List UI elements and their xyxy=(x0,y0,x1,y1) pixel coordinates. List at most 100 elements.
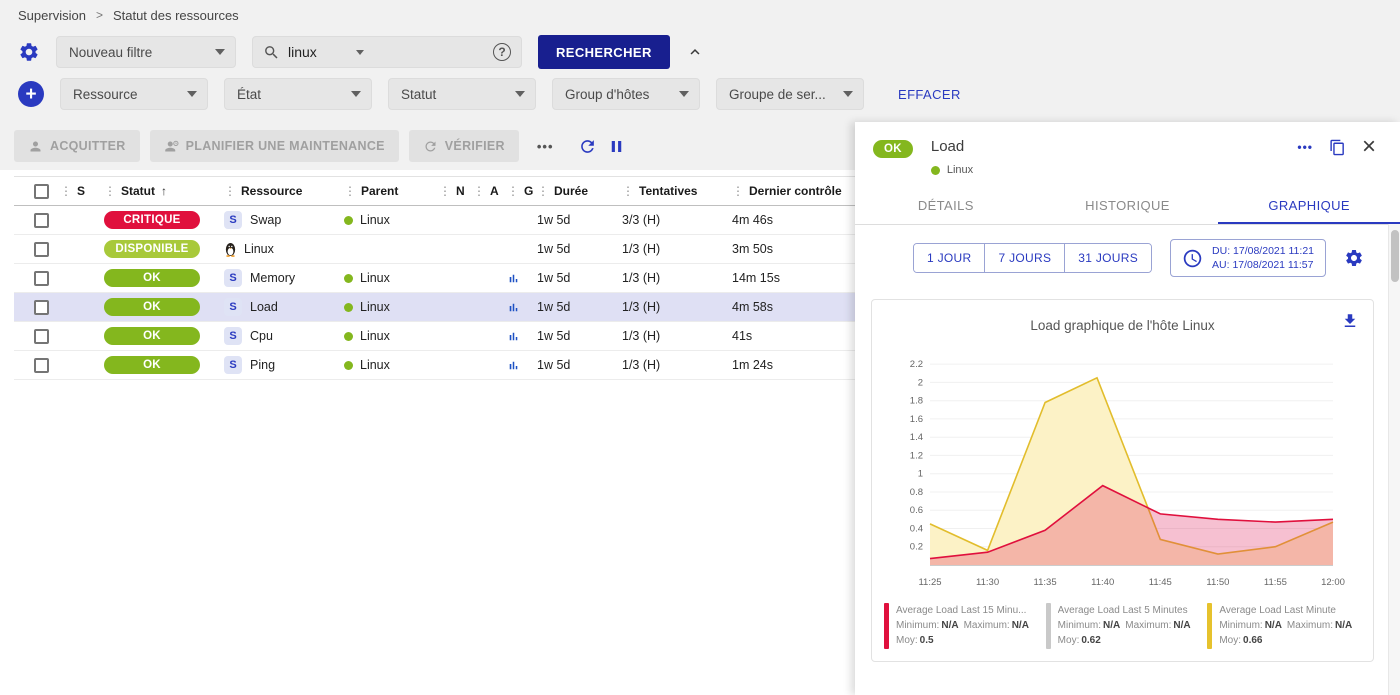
row-checkbox[interactable] xyxy=(34,299,49,315)
collapse-filters-chevron-up-icon[interactable] xyxy=(686,43,704,61)
criteria-select-resource[interactable]: Ressource xyxy=(60,78,208,110)
legend-item-load1[interactable]: Average Load Last Minute Minimum: N/A Maxi… xyxy=(1207,603,1361,650)
panel-more-actions-icon[interactable]: ••• xyxy=(1297,140,1313,154)
parent-status-dot xyxy=(344,215,353,225)
table-row-swap[interactable]: CRITIQUE S Swap Linux 1w 5d 3/3 (H) 4m 46… xyxy=(14,206,855,235)
maintenance-person-icon xyxy=(164,139,179,154)
host-status-dot xyxy=(930,165,940,175)
tab-history[interactable]: HISTORIQUE xyxy=(1085,198,1170,213)
column-header-last-check[interactable]: ⋮ Dernier contrôle xyxy=(732,184,842,198)
parent-name[interactable]: Linux xyxy=(360,358,390,372)
parent-name[interactable]: Linux xyxy=(360,329,390,343)
tries-cell: 1/3 (H) xyxy=(622,329,661,343)
column-header-severity[interactable]: ⋮ S xyxy=(60,184,86,198)
graph-icon[interactable] xyxy=(507,301,520,314)
table-row-load[interactable]: OK S Load Linux 1w 5d 1/3 (H) 4m 58s xyxy=(14,293,855,322)
column-header-ack[interactable]: ⋮ A xyxy=(473,184,499,198)
graph-icon[interactable] xyxy=(507,272,520,285)
check-button[interactable]: VÉRIFIER xyxy=(408,130,519,162)
svg-text:1.2: 1.2 xyxy=(910,451,923,462)
table-row-memory[interactable]: OK S Memory Linux 1w 5d 1/3 (H) 14m 15s xyxy=(14,264,855,293)
criteria-select-status[interactable]: Statut xyxy=(388,78,536,110)
column-header-parent[interactable]: ⋮ Parent xyxy=(344,184,399,198)
column-header-status[interactable]: ⋮ Statut ↑ xyxy=(104,184,167,198)
svg-text:2.2: 2.2 xyxy=(910,359,923,370)
criteria-select-state[interactable]: État xyxy=(224,78,372,110)
resource-name[interactable]: Memory xyxy=(250,271,296,285)
period-1day-button[interactable]: 1 JOUR xyxy=(914,244,986,273)
period-7days-button[interactable]: 7 JOURS xyxy=(985,244,1066,273)
resource-name[interactable]: Load xyxy=(250,300,278,314)
breadcrumb-item-supervision[interactable]: Supervision xyxy=(18,7,86,23)
close-panel-icon[interactable]: × xyxy=(1361,133,1376,160)
filter-settings-gear-icon[interactable] xyxy=(18,41,40,63)
column-header-tries[interactable]: ⋮ Tentatives xyxy=(622,184,698,198)
legend-color-bar xyxy=(884,603,889,650)
sort-asc-icon: ↑ xyxy=(161,184,167,198)
tab-details[interactable]: DÉTAILS xyxy=(917,198,974,213)
download-icon[interactable] xyxy=(1341,312,1359,330)
parent-status-dot xyxy=(344,360,353,370)
duration-cell: 1w 5d xyxy=(537,329,571,343)
scrollbar-thumb[interactable] xyxy=(1390,230,1399,282)
resource-name[interactable]: Cpu xyxy=(250,329,273,343)
table-row-cpu[interactable]: OK S Cpu Linux 1w 5d 1/3 (H) 41s xyxy=(14,322,855,351)
acknowledge-button[interactable]: ACQUITTER xyxy=(14,130,140,162)
table-row-linux-host[interactable]: DISPONIBLE Linux 1w 5d 1/3 (H) 3m 50s xyxy=(14,235,855,264)
date-range-picker[interactable]: DU: 17/08/2021 11:21 AU: 17/08/2021 11:5… xyxy=(1170,239,1326,278)
resource-name[interactable]: Swap xyxy=(250,213,282,227)
criteria-select-hostgroup[interactable]: Group d'hôtes xyxy=(552,78,700,110)
graph-settings-gear-icon[interactable] xyxy=(1344,248,1364,268)
parent-name[interactable]: Linux xyxy=(360,271,390,285)
table-row-ping[interactable]: OK S Ping Linux 1w 5d 1/3 (H) 1m 24s xyxy=(14,351,855,380)
row-checkbox[interactable] xyxy=(34,270,49,286)
last-check-cell: 14m 15s xyxy=(732,271,780,285)
drag-handle-icon: ⋮ xyxy=(439,184,451,198)
service-type-icon: S xyxy=(224,356,242,374)
panel-scrollbar[interactable] xyxy=(1388,224,1400,695)
panel-host-name[interactable]: Linux xyxy=(946,164,974,176)
search-input[interactable] xyxy=(288,44,348,60)
tab-graph[interactable]: GRAPHIQUE xyxy=(1218,186,1400,224)
svg-text:1.6: 1.6 xyxy=(910,414,923,425)
search-box[interactable]: ? xyxy=(252,36,522,68)
parent-name[interactable]: Linux xyxy=(360,300,390,314)
copy-link-icon[interactable] xyxy=(1329,139,1346,156)
resource-name[interactable]: Ping xyxy=(250,358,276,372)
more-actions-button[interactable]: ••• xyxy=(536,138,554,154)
row-checkbox[interactable] xyxy=(34,241,49,257)
row-checkbox[interactable] xyxy=(34,357,49,373)
refresh-icon[interactable] xyxy=(578,137,597,156)
parent-name[interactable]: Linux xyxy=(360,213,390,227)
legend-item-load5[interactable]: Average Load Last 5 Minutes Minimum: N/A M… xyxy=(1045,603,1200,650)
column-header-duration[interactable]: ⋮ Durée xyxy=(537,184,589,198)
schedule-maintenance-button[interactable]: PLANIFIER UNE MAINTENANCE xyxy=(149,130,399,162)
row-checkbox[interactable] xyxy=(34,212,49,228)
row-checkbox[interactable] xyxy=(34,328,49,344)
legend-name: Average Load Last Minute xyxy=(1219,605,1336,617)
parent-status-dot xyxy=(344,302,353,312)
column-header-notes[interactable]: ⋮ N xyxy=(439,184,465,198)
help-icon[interactable]: ? xyxy=(493,43,511,61)
search-button[interactable]: RECHERCHER xyxy=(538,35,670,69)
chevron-down-icon xyxy=(187,91,197,97)
graph-icon[interactable] xyxy=(507,359,520,372)
criteria-select-servicegroup[interactable]: Groupe de ser... xyxy=(716,78,864,110)
service-type-icon: S xyxy=(224,269,242,287)
saved-filter-select[interactable]: Nouveau filtre xyxy=(56,36,236,68)
pause-autorefresh-icon[interactable] xyxy=(607,137,626,156)
svg-text:1: 1 xyxy=(918,469,923,480)
select-all-checkbox[interactable] xyxy=(34,183,49,199)
clear-filters-link[interactable]: EFFACER xyxy=(898,86,961,102)
resource-name[interactable]: Linux xyxy=(244,242,274,256)
panel-title: Load xyxy=(930,138,965,155)
column-header-resource[interactable]: ⋮ Ressource xyxy=(224,184,303,198)
column-header-graph[interactable]: ⋮ G xyxy=(507,184,534,198)
chart-title: Load graphique de l'hôte Linux xyxy=(1030,318,1215,334)
add-criteria-icon[interactable]: + xyxy=(18,81,44,107)
graph-icon[interactable] xyxy=(507,330,520,343)
legend-item-load15[interactable]: Average Load Last 15 Minu... Minimum: N/A… xyxy=(884,603,1038,650)
acknowledge-label: ACQUITTER xyxy=(50,139,126,153)
svg-text:0.2: 0.2 xyxy=(910,542,923,553)
period-31days-button[interactable]: 31 JOURS xyxy=(1065,244,1152,273)
